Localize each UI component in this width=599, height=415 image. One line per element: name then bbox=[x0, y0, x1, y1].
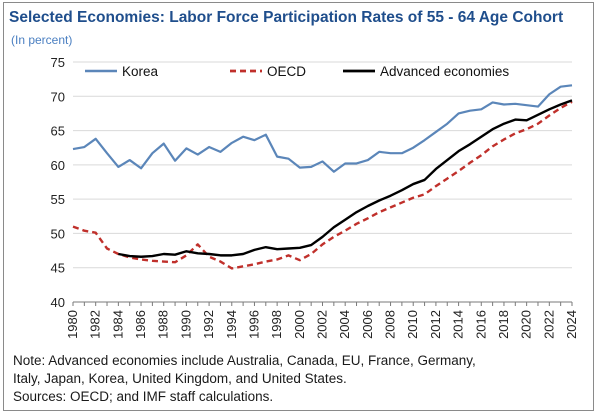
y-axis-tick-labels: 40 45 50 55 60 65 70 75 bbox=[51, 55, 65, 310]
chart-title: Selected Economies: Labor Force Particip… bbox=[9, 9, 564, 26]
note-line-1: Note: Advanced economies include Austral… bbox=[13, 353, 476, 368]
x-tick-label-2022: 2022 bbox=[541, 310, 556, 339]
x-tick-label-2008: 2008 bbox=[383, 310, 398, 339]
x-tick-label-1984: 1984 bbox=[110, 310, 125, 339]
legend-label-advanced-economies: Advanced economies bbox=[380, 64, 509, 79]
gridlines bbox=[73, 61, 572, 303]
legend-label-korea: Korea bbox=[122, 64, 159, 79]
x-tick-label-1996: 1996 bbox=[246, 310, 261, 339]
y-tick-label-55: 55 bbox=[51, 192, 65, 207]
series-lines bbox=[72, 84, 573, 270]
x-tick-label-1998: 1998 bbox=[269, 310, 284, 339]
x-tick-label-2014: 2014 bbox=[451, 310, 466, 339]
x-tick-label-1990: 1990 bbox=[178, 310, 193, 339]
series-line-korea bbox=[72, 84, 573, 173]
x-tick-label-2012: 2012 bbox=[428, 310, 443, 339]
x-tick-label-2000: 2000 bbox=[292, 310, 307, 339]
legend-label-oecd: OECD bbox=[267, 64, 306, 79]
x-tick-label-2010: 2010 bbox=[405, 310, 420, 339]
x-tick-label-2002: 2002 bbox=[315, 310, 330, 339]
chart-note: Note: Advanced economies include Austral… bbox=[13, 352, 583, 406]
chart-subtitle: (In percent) bbox=[11, 33, 73, 47]
x-tick-label-1986: 1986 bbox=[133, 310, 148, 339]
y-tick-label-65: 65 bbox=[51, 124, 65, 139]
y-tick-label-70: 70 bbox=[51, 89, 65, 104]
x-tick-label-2004: 2004 bbox=[337, 310, 352, 339]
y-tick-label-45: 45 bbox=[51, 261, 65, 276]
x-axis-tick-labels: 1980 1982 1984 1986 1988 1990 1992 1994 1996 1998… bbox=[65, 302, 579, 339]
y-tick-label-50: 50 bbox=[51, 226, 65, 241]
y-tick-label-60: 60 bbox=[51, 158, 65, 173]
x-tick-label-2016: 2016 bbox=[473, 310, 488, 339]
series-line-oecd bbox=[72, 100, 573, 270]
x-tick-label-1982: 1982 bbox=[88, 310, 103, 339]
x-tick-label-2024: 2024 bbox=[564, 310, 579, 339]
x-tick-label-1988: 1988 bbox=[156, 310, 171, 339]
legend: Korea OECD Advanced economies bbox=[85, 64, 509, 79]
x-tick-label-2018: 2018 bbox=[496, 310, 511, 339]
x-tick-label-1980: 1980 bbox=[65, 310, 80, 339]
note-line-3: Sources: OECD; and IMF staff calculation… bbox=[13, 389, 274, 404]
x-tick-label-1994: 1994 bbox=[224, 310, 239, 339]
note-line-2: Italy, Japan, Korea, United Kingdom, and… bbox=[13, 371, 347, 386]
series-line-advanced-economies bbox=[118, 99, 573, 258]
y-tick-label-75: 75 bbox=[51, 55, 65, 70]
x-tick-label-1992: 1992 bbox=[201, 310, 216, 339]
y-tick-label-40: 40 bbox=[51, 295, 65, 310]
x-tick-label-2006: 2006 bbox=[360, 310, 375, 339]
x-tick-label-2020: 2020 bbox=[519, 310, 534, 339]
